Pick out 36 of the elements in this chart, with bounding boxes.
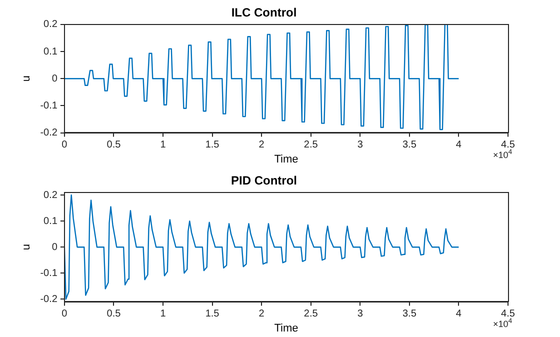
y-tick-label: 0 [52, 73, 58, 84]
x-tick-label: 3 [357, 140, 364, 151]
x-tick-label: 1.5 [205, 308, 220, 320]
x-tick-label: 2.5 [304, 140, 318, 151]
x-tick-label: 0 [62, 140, 68, 151]
x-tick-label: 4 [456, 308, 462, 320]
x-tick-label: 3.5 [402, 308, 417, 320]
x-tick-label: 4 [456, 140, 462, 151]
x-axis-title: Time [274, 322, 298, 334]
chart-title: ILC Control [231, 6, 297, 20]
y-tick-label: -0.2 [40, 294, 58, 305]
x-tick-label: 0.5 [106, 308, 122, 320]
y-axis-title: u [20, 76, 33, 82]
x-tick-label: 2 [258, 308, 265, 320]
y-tick-label: 0.2 [44, 19, 58, 30]
text: ×10$^{4}$ [493, 318, 512, 329]
text: ×10$^{4}$ [493, 148, 512, 160]
x-tick-label: 0 [62, 308, 68, 320]
y-tick-label: 0.1 [44, 216, 58, 227]
chart-title: PID Control [231, 174, 297, 188]
y-axis-title: u [20, 244, 33, 250]
x-tick-label: 2 [258, 140, 265, 151]
y-tick-label: -0.1 [40, 268, 58, 279]
x-axis-title: Time [274, 153, 298, 166]
x-tick-label: 3 [357, 308, 364, 320]
y-tick-label: 0 [52, 242, 58, 253]
y-tick-label: 0.1 [44, 46, 58, 58]
x-tick-label: 1 [160, 308, 166, 320]
y-tick-label: 0.2 [44, 190, 58, 201]
x-tick-label: 3.5 [402, 140, 417, 151]
y-tick-label: -0.2 [40, 128, 58, 139]
x-tick-label: 2.5 [304, 308, 318, 320]
x-tick-label: 1 [160, 140, 166, 151]
x-tick-label: 1.5 [205, 140, 220, 151]
x-tick-label: 0.5 [106, 140, 122, 151]
y-tick-label: -0.1 [40, 100, 58, 112]
